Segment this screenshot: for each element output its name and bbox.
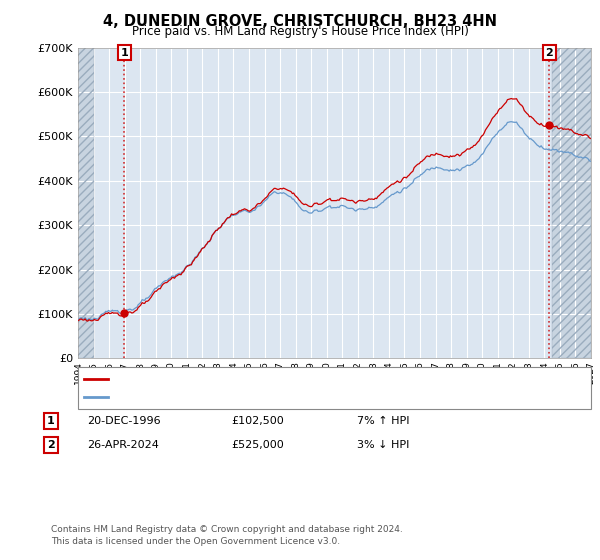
Bar [78, 48, 94, 358]
Text: 2: 2 [47, 440, 55, 450]
Text: 1: 1 [47, 416, 55, 426]
Text: 4, DUNEDIN GROVE, CHRISTCHURCH, BH23 4HN (detached house): 4, DUNEDIN GROVE, CHRISTCHURCH, BH23 4HN… [114, 374, 460, 384]
Text: 2: 2 [545, 48, 553, 58]
Text: 4, DUNEDIN GROVE, CHRISTCHURCH, BH23 4HN: 4, DUNEDIN GROVE, CHRISTCHURCH, BH23 4HN [103, 14, 497, 29]
Text: Price paid vs. HM Land Registry's House Price Index (HPI): Price paid vs. HM Land Registry's House … [131, 25, 469, 38]
Text: 1: 1 [120, 48, 128, 58]
Text: Contains HM Land Registry data © Crown copyright and database right 2024.
This d: Contains HM Land Registry data © Crown c… [51, 525, 403, 546]
Bar [552, 48, 591, 358]
Text: 7% ↑ HPI: 7% ↑ HPI [357, 416, 409, 426]
Text: HPI: Average price, detached house, Bournemouth Christchurch and Poole: HPI: Average price, detached house, Bour… [114, 392, 502, 402]
Text: 3% ↓ HPI: 3% ↓ HPI [357, 440, 409, 450]
Bar [552, 48, 591, 358]
Bar [78, 48, 94, 358]
Text: £102,500: £102,500 [231, 416, 284, 426]
Text: £525,000: £525,000 [231, 440, 284, 450]
Text: 26-APR-2024: 26-APR-2024 [87, 440, 159, 450]
Text: 20-DEC-1996: 20-DEC-1996 [87, 416, 161, 426]
